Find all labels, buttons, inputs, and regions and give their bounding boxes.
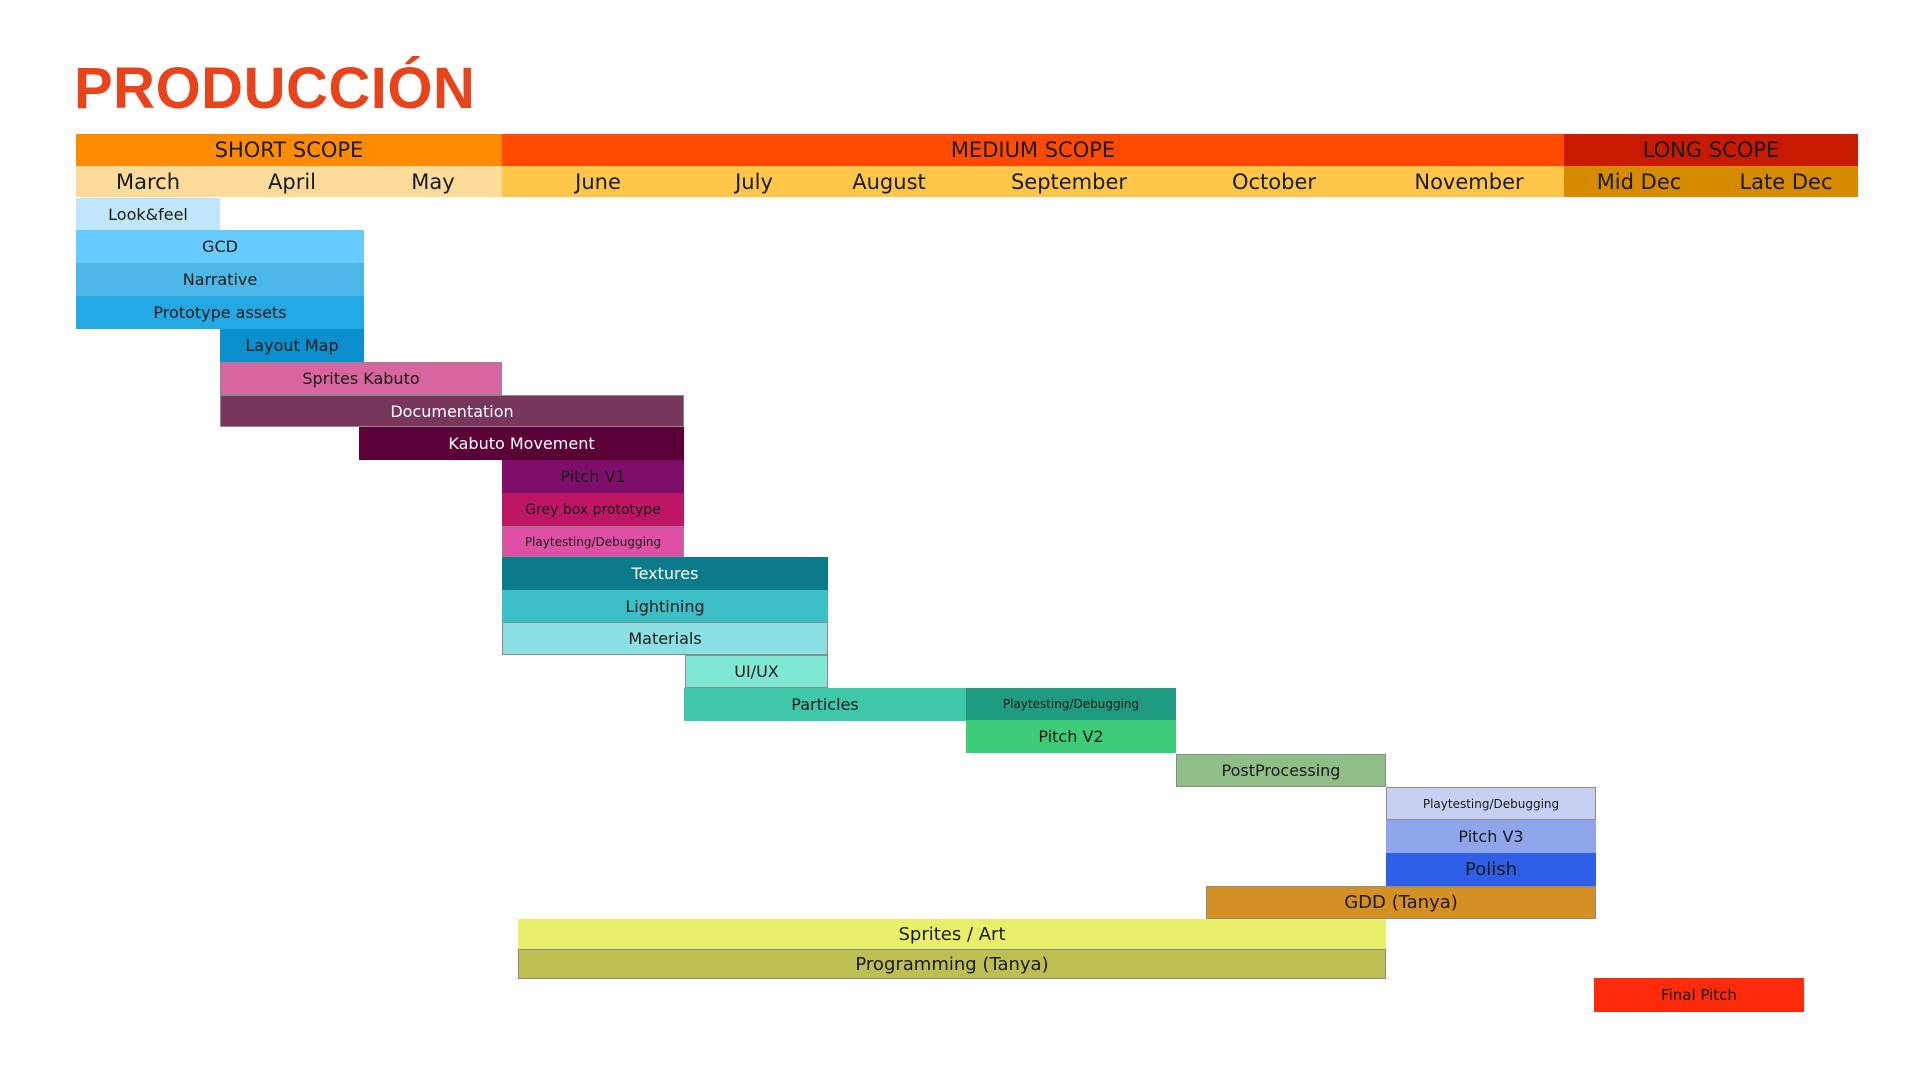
month-header-september: September	[964, 166, 1174, 197]
task-bar: Textures	[502, 557, 828, 590]
task-bar: Kabuto Movement	[359, 427, 684, 460]
month-header-june: June	[502, 166, 694, 197]
task-bar: GDD (Tanya)	[1206, 886, 1596, 919]
task-bar: Playtesting/Debugging	[966, 688, 1176, 720]
task-bar: Final Pitch	[1594, 978, 1804, 1012]
month-header-late-dec: Late Dec	[1714, 166, 1858, 197]
task-bar: Sprites / Art	[518, 919, 1386, 949]
task-bar: GCD	[76, 230, 364, 263]
month-header-july: July	[694, 166, 814, 197]
month-header-november: November	[1374, 166, 1564, 197]
task-bar: Pitch V2	[966, 720, 1176, 753]
month-header-october: October	[1174, 166, 1374, 197]
month-header-august: August	[814, 166, 964, 197]
scope-header-medium-scope: MEDIUM SCOPE	[502, 134, 1564, 166]
task-bar: Grey box prototype	[502, 493, 684, 526]
task-bar: Lightining	[502, 590, 828, 622]
task-bar: Polish	[1386, 853, 1596, 886]
scope-header-long-scope: LONG SCOPE	[1564, 134, 1858, 166]
month-header-mid-dec: Mid Dec	[1564, 166, 1714, 197]
task-bar: Pitch V3	[1386, 820, 1596, 853]
task-bar: Sprites Kabuto	[220, 362, 502, 395]
task-bar: Layout Map	[220, 329, 364, 362]
task-bar: PostProcessing	[1176, 754, 1386, 787]
task-bar: Playtesting/Debugging	[502, 526, 684, 557]
scope-header-short-scope: SHORT SCOPE	[76, 134, 502, 166]
task-bar: Pitch V1	[502, 460, 684, 493]
task-bar: Look&feel	[76, 198, 220, 230]
task-bar: UI/UX	[685, 655, 828, 688]
task-bar: Prototype assets	[76, 296, 364, 329]
task-bar: Materials	[502, 622, 828, 655]
page-title: PRODUCCIÓN	[74, 56, 476, 121]
task-bar: Documentation	[220, 395, 684, 427]
task-bar: Narrative	[76, 263, 364, 296]
task-bar: Particles	[684, 688, 966, 721]
month-header-march: March	[76, 166, 220, 197]
month-header-april: April	[220, 166, 364, 197]
task-bar: Programming (Tanya)	[518, 949, 1386, 979]
month-header-may: May	[364, 166, 502, 197]
task-bar: Playtesting/Debugging	[1386, 787, 1596, 820]
